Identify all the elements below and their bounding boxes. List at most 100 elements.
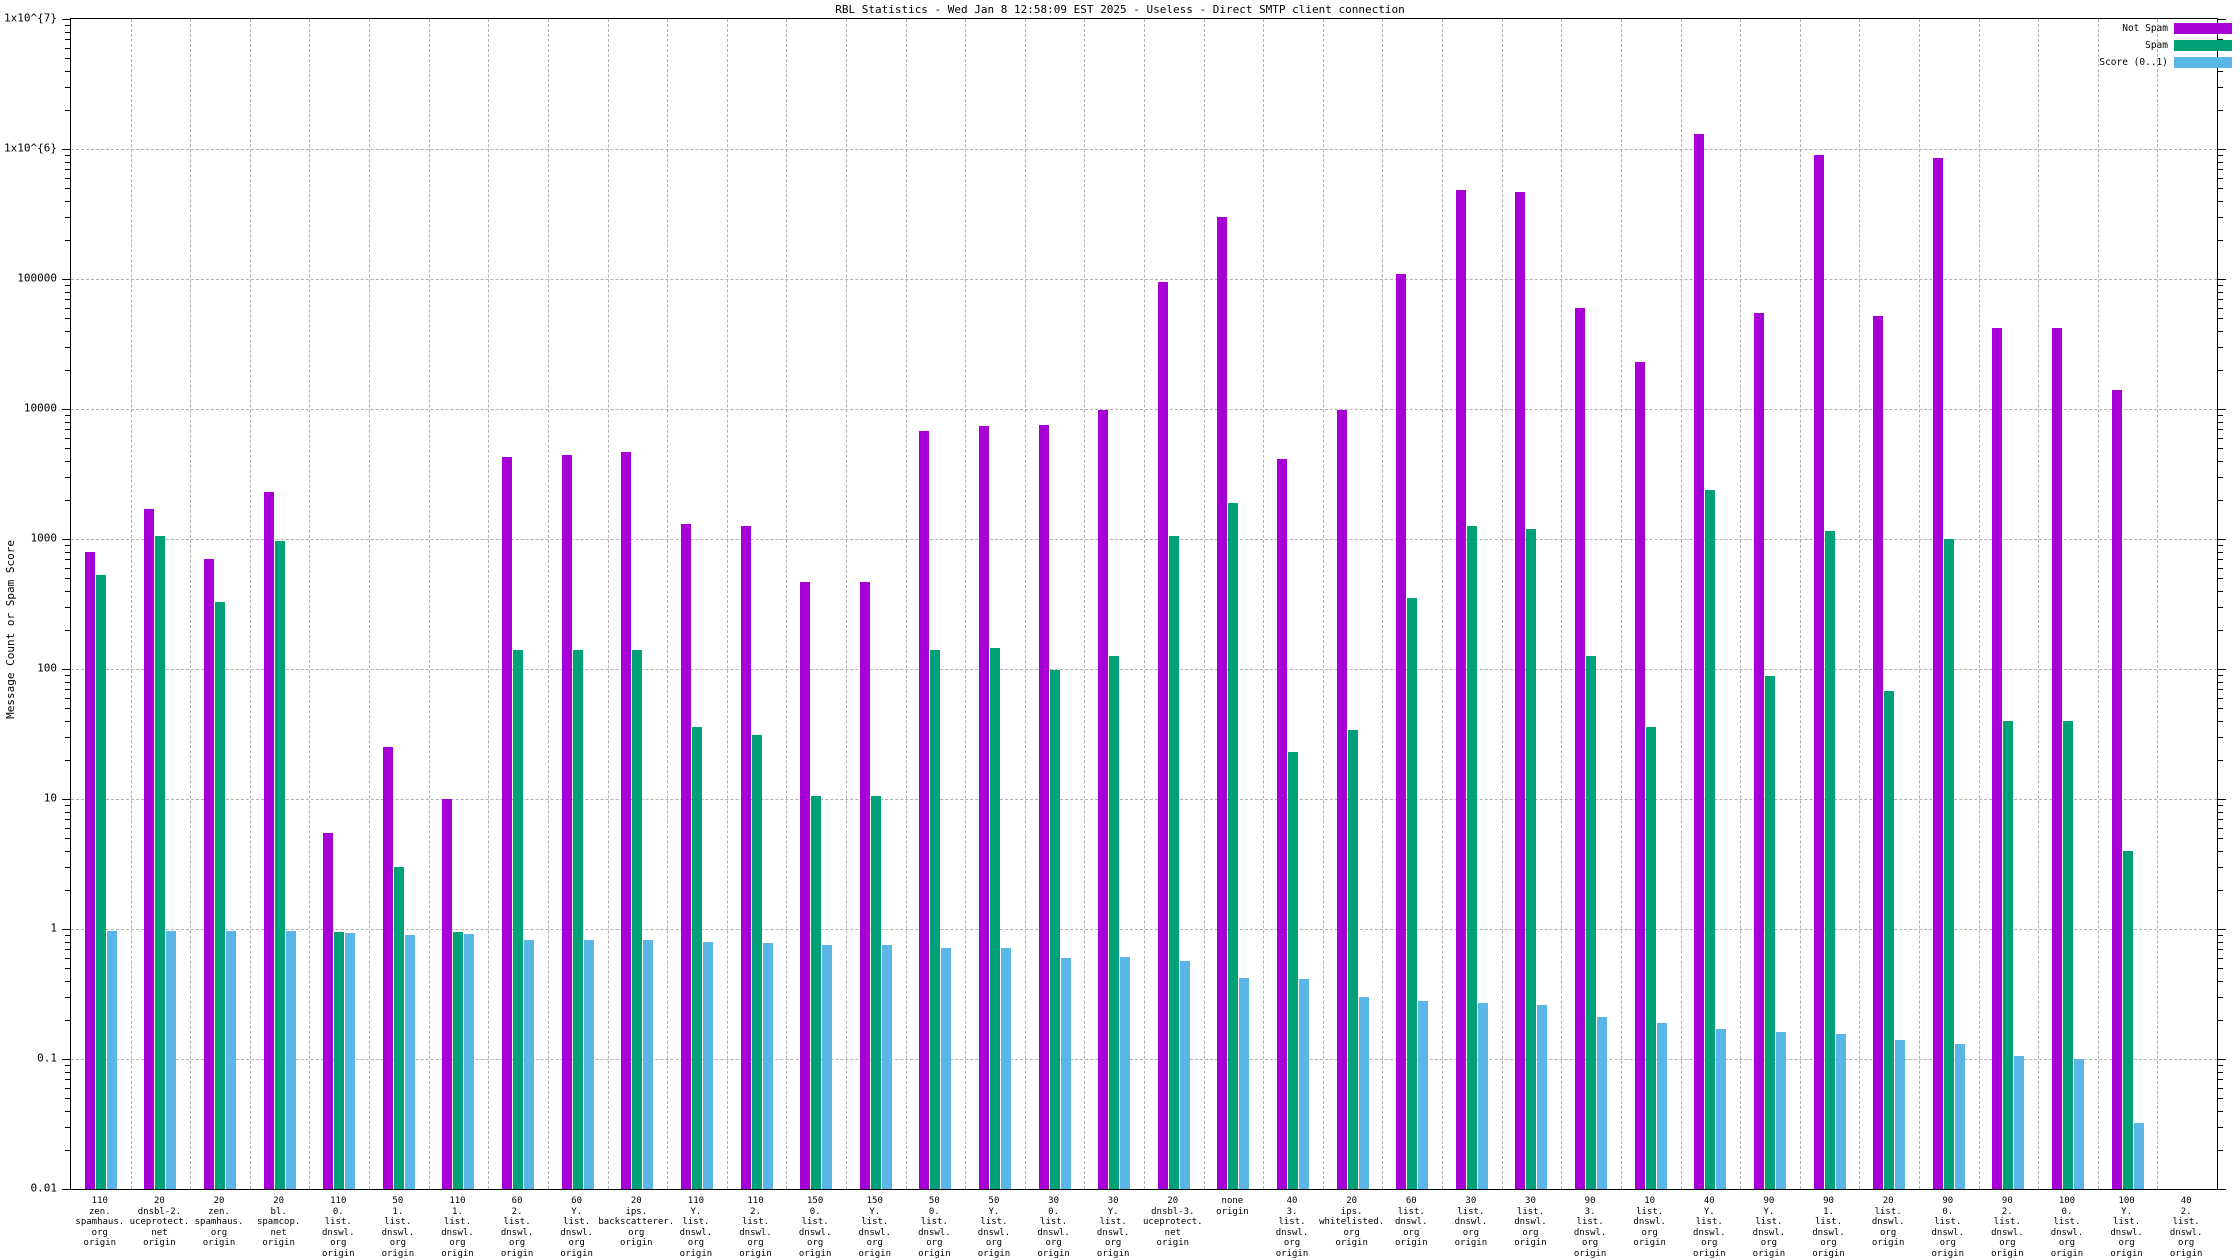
y-axis-minor-tick xyxy=(2217,866,2223,868)
x-label-line: org xyxy=(1581,1238,1599,1248)
x-label-line: list. xyxy=(1993,1217,2021,1227)
y-axis-tick-label: 0.1 xyxy=(37,1051,57,1065)
bar-not-spam xyxy=(1873,315,1884,1189)
x-axis-group-label: 50 0. list. dnswl. org origin xyxy=(918,1196,951,1259)
x-label-line: org xyxy=(1820,1238,1837,1248)
bar-score xyxy=(1537,1005,1548,1189)
bar-score xyxy=(1120,956,1131,1189)
y-axis-minor-tick xyxy=(2217,551,2223,553)
bar-not-spam xyxy=(1515,191,1526,1189)
x-label-count: 40 xyxy=(2180,1196,2192,1206)
legend-label-not-spam: Not Spam xyxy=(2122,23,2168,34)
x-axis-group-label: 110 zen. spamhaus. org origin xyxy=(75,1196,124,1249)
x-label-line: list. xyxy=(563,1217,591,1227)
bar-spam xyxy=(215,601,226,1189)
x-axis-group-label: 30 0. list. dnswl. org origin xyxy=(1037,1196,1070,1259)
x-label-line: Y. xyxy=(1763,1206,1775,1217)
bar-not-spam xyxy=(1098,410,1109,1189)
y-axis-minor-tick xyxy=(2217,239,2223,241)
y-axis-minor-tick xyxy=(2217,759,2223,761)
y-axis-minor-tick xyxy=(65,629,71,631)
y-axis-minor-tick xyxy=(2217,1019,2223,1021)
x-label-line: origin xyxy=(1812,1248,1845,1259)
x-label-count: 20 xyxy=(1882,1196,1894,1206)
grid-line-vertical xyxy=(786,19,788,1189)
bar-not-spam xyxy=(1038,425,1049,1189)
grid-line-vertical xyxy=(488,19,490,1189)
x-label-line: org xyxy=(1343,1227,1360,1238)
y-axis-minor-tick xyxy=(65,590,71,592)
y-axis-minor-tick xyxy=(65,850,71,852)
x-label-count: 110 xyxy=(747,1196,764,1206)
y-axis-minor-tick xyxy=(65,161,71,163)
y-axis-minor-tick xyxy=(2217,949,2223,951)
x-label-count: 30 xyxy=(1107,1196,1119,1206)
x-label-line: list. xyxy=(1636,1206,1664,1217)
bar-score xyxy=(1418,1000,1429,1189)
x-label-line: 1. xyxy=(1823,1206,1834,1217)
y-axis-tick xyxy=(2217,799,2226,800)
x-axis-group-label: 90 1. list. dnswl. org origin xyxy=(1812,1196,1845,1259)
bar-not-spam xyxy=(1277,459,1288,1189)
y-axis-minor-tick xyxy=(65,299,71,301)
x-label-line: dnswl. xyxy=(739,1227,772,1238)
x-label-line: dnswl. xyxy=(321,1227,355,1238)
y-axis-tick xyxy=(2217,929,2226,930)
x-label-count: 20 xyxy=(1167,1196,1179,1206)
x-label-count: 50 xyxy=(988,1196,1000,1206)
x-label-line: list. xyxy=(503,1217,531,1227)
x-axis-group-label: none origin xyxy=(1216,1196,1249,1217)
y-axis-minor-tick xyxy=(65,448,71,450)
y-axis-minor-tick xyxy=(2217,414,2223,416)
x-label-count: 30 xyxy=(1525,1196,1536,1206)
y-axis-minor-tick xyxy=(2217,86,2223,88)
bar-score xyxy=(822,944,833,1189)
bar-not-spam xyxy=(204,559,215,1189)
y-axis-tick-label: 100 xyxy=(37,661,57,675)
y-axis-minor-tick xyxy=(65,109,71,111)
y-axis-minor-tick xyxy=(2217,567,2223,569)
grid-line-vertical xyxy=(1501,19,1503,1189)
x-label-line: list. xyxy=(443,1217,472,1227)
x-label-line: dnswl. xyxy=(1752,1227,1786,1238)
y-axis-minor-tick xyxy=(2217,216,2223,218)
x-label-line: dnswl. xyxy=(2110,1227,2143,1238)
bar-not-spam xyxy=(323,832,334,1189)
y-axis-minor-tick xyxy=(2217,330,2223,332)
x-label-line: Y. xyxy=(571,1206,583,1217)
x-label-line: list. xyxy=(2053,1217,2081,1227)
y-axis-minor-tick xyxy=(65,606,71,608)
x-label-line: 2. xyxy=(2001,1206,2013,1217)
bar-not-spam xyxy=(2111,390,2122,1189)
bar-score xyxy=(643,940,654,1189)
x-label-line: origin xyxy=(500,1248,534,1259)
x-label-count: 40 xyxy=(1286,1196,1298,1206)
y-axis-tick xyxy=(62,929,71,930)
y-axis-tick xyxy=(62,669,71,670)
bar-spam xyxy=(1466,526,1477,1189)
bar-not-spam xyxy=(144,509,155,1189)
x-label-line: origin xyxy=(83,1238,117,1248)
x-label-line: origin xyxy=(1991,1248,2024,1259)
grid-line-vertical xyxy=(428,19,430,1189)
x-label-count: 20 xyxy=(213,1196,225,1206)
x-axis-group-label: 110 Y. list. dnswl. org origin xyxy=(680,1196,713,1259)
x-label-line: list. xyxy=(1278,1217,1306,1227)
bar-not-spam xyxy=(1157,281,1168,1189)
y-axis-minor-tick xyxy=(65,811,71,813)
y-axis-minor-tick xyxy=(65,31,71,33)
y-axis-minor-tick xyxy=(65,968,71,970)
y-axis-minor-tick xyxy=(2217,177,2223,179)
bar-score xyxy=(881,944,892,1189)
x-label-line: list. xyxy=(1695,1217,1723,1227)
y-axis-minor-tick xyxy=(65,819,71,821)
y-axis-tick xyxy=(62,799,71,800)
x-label-line: dnswl. xyxy=(381,1227,415,1238)
bar-score xyxy=(941,947,952,1189)
y-axis-minor-tick xyxy=(65,1098,71,1100)
x-label-line: origin xyxy=(1037,1248,1070,1259)
y-axis-minor-tick xyxy=(2217,889,2223,891)
x-label-line: origin xyxy=(1454,1238,1488,1248)
y-axis-minor-tick xyxy=(2217,544,2223,546)
x-label-line: origin xyxy=(321,1248,355,1259)
